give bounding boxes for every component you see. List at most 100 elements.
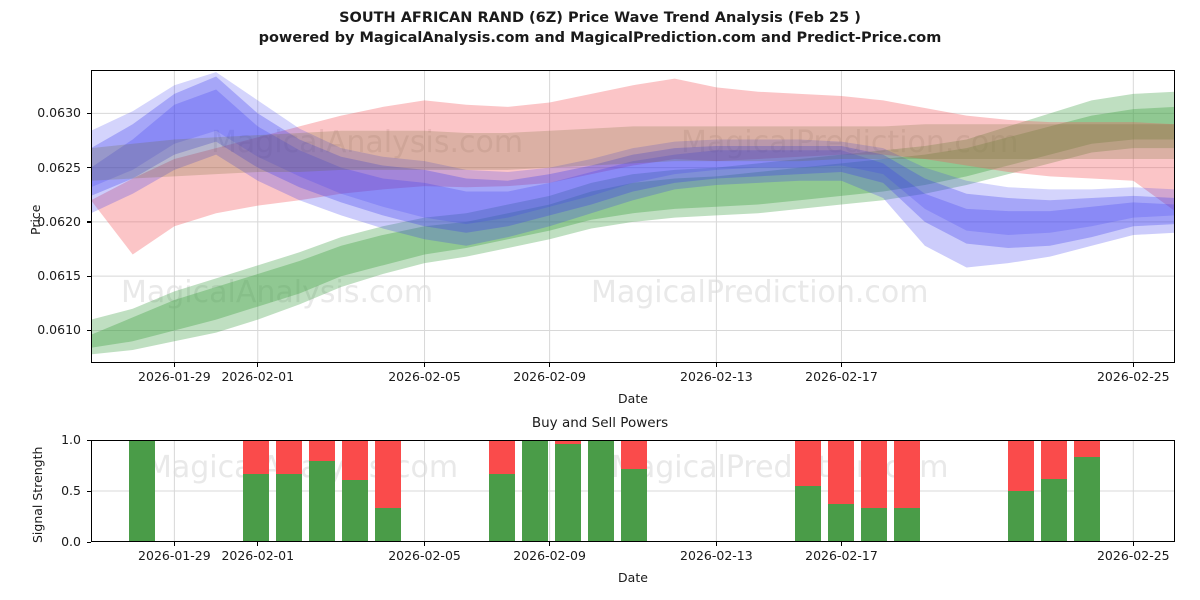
buy-power-segment	[588, 440, 614, 542]
price-y-tick-mark	[87, 112, 91, 115]
chart-title-block: SOUTH AFRICAN RAND (6Z) Price Wave Trend…	[0, 8, 1200, 48]
sell-power-segment	[489, 440, 515, 474]
sell-power-segment	[1008, 440, 1034, 491]
price-y-tick-label: 0.0610	[37, 322, 81, 338]
signal-bar[interactable]	[1041, 440, 1067, 542]
buy-power-segment	[555, 444, 581, 542]
price-x-tick-mark	[257, 363, 259, 367]
price-y-tick-label: 0.0615	[37, 268, 81, 284]
price-x-tick-mark	[173, 363, 176, 367]
signal-bar[interactable]	[276, 440, 302, 542]
buy-power-segment	[243, 473, 269, 542]
signal-bar[interactable]	[375, 440, 401, 542]
signal-bar[interactable]	[1008, 440, 1034, 542]
sell-power-segment	[243, 440, 269, 474]
signal-x-tick-label: 2026-02-05	[388, 548, 461, 563]
sell-power-segment	[342, 440, 368, 480]
signal-bar[interactable]	[828, 440, 854, 542]
signal-x-tick-label: 2026-02-01	[221, 548, 295, 563]
signal-x-tick-mark	[549, 542, 551, 546]
buy-power-segment	[489, 473, 515, 542]
signal-bar[interactable]	[795, 440, 821, 542]
buy-power-segment	[129, 440, 155, 542]
price-y-tick-label: 0.0620	[37, 213, 81, 229]
price-x-axis-title: Date	[618, 391, 648, 406]
sell-power-segment	[795, 440, 821, 486]
signal-bar[interactable]	[1074, 440, 1100, 542]
price-band-red-upper-band	[91, 78, 1175, 255]
price-x-tick-mark	[424, 363, 426, 367]
signal-x-tick-label: 2026-01-29	[138, 548, 211, 563]
signal-bar[interactable]	[588, 440, 614, 542]
price-x-tick-label: 2026-02-01	[221, 369, 295, 384]
sell-power-segment	[621, 440, 647, 469]
signal-plot-frame	[91, 440, 1175, 542]
page-title: SOUTH AFRICAN RAND (6Z) Price Wave Trend…	[339, 10, 861, 26]
signal-bar[interactable]	[621, 440, 647, 542]
buy-power-segment	[1074, 457, 1100, 542]
sell-power-segment	[1074, 440, 1100, 458]
price-y-tick-mark	[87, 221, 91, 223]
sell-power-segment	[894, 440, 920, 509]
sell-power-segment	[1041, 440, 1067, 479]
price-svg	[91, 70, 1175, 363]
price-x-tick-mark	[549, 363, 551, 367]
price-band-dark-overlay-band	[91, 124, 1175, 181]
buy-power-segment	[375, 508, 401, 542]
buy-power-segment	[342, 479, 368, 542]
signal-x-tick-label: 2026-02-25	[1096, 548, 1170, 563]
buy-power-segment	[828, 504, 854, 542]
price-plot-frame	[91, 70, 1175, 363]
signal-y-tick-label: 0.5	[61, 483, 81, 498]
price-x-tick-label: 2026-02-05	[388, 369, 461, 384]
sell-power-segment	[828, 440, 854, 505]
price-x-tick-label: 2026-02-09	[513, 369, 586, 384]
price-band-blue-wave-band-1	[91, 76, 1175, 248]
signal-x-tick-label: 2026-02-09	[513, 548, 586, 563]
buy-power-segment	[621, 468, 647, 542]
price-band-blue-wave-band-2	[91, 89, 1175, 268]
signal-bar[interactable]	[243, 440, 269, 542]
signal-x-tick-mark	[1132, 542, 1134, 546]
signal-bar[interactable]	[894, 440, 920, 542]
sell-power-segment	[861, 440, 887, 509]
buy-power-segment	[795, 485, 821, 542]
signal-y-tick-label: 0.0	[61, 534, 81, 549]
signal-bar[interactable]	[489, 440, 515, 542]
signal-bar[interactable]	[342, 440, 368, 542]
sell-power-segment	[309, 440, 335, 462]
price-y-tick-label: 0.0630	[37, 105, 81, 121]
price-y-axis-title: Price	[28, 204, 43, 235]
signal-y-axis-title: Signal Strength	[30, 446, 45, 543]
price-x-tick-mark	[715, 363, 718, 367]
signal-bar[interactable]	[861, 440, 887, 542]
signal-y-tick-mark	[87, 541, 91, 543]
price-y-tick-mark	[87, 275, 91, 277]
signal-bar[interactable]	[309, 440, 335, 542]
signal-chart-title: Buy and Sell Powers	[531, 415, 669, 431]
signal-y-tick-mark	[87, 439, 91, 441]
signal-bar[interactable]	[555, 440, 581, 542]
signal-y-tick-mark	[87, 490, 91, 492]
price-x-tick-label: 2026-01-29	[138, 369, 211, 384]
signal-x-tick-mark	[840, 542, 843, 546]
signal-bar[interactable]	[129, 440, 155, 542]
buy-power-segment	[309, 461, 335, 542]
signal-x-tick-mark	[715, 542, 718, 546]
price-y-tick-label: 0.0625	[37, 159, 81, 175]
signal-x-tick-mark	[257, 542, 259, 546]
buy-sell-powers-chart: MagicalAnalysis.com MagicalPrediction.com	[91, 439, 1175, 543]
signal-x-axis-title: Date	[618, 570, 648, 585]
signal-x-tick-mark	[173, 542, 176, 546]
buy-power-segment	[894, 508, 920, 542]
price-x-tick-label: 2026-02-13	[680, 369, 753, 384]
signal-bar[interactable]	[522, 440, 548, 542]
signal-x-tick-label: 2026-02-17	[805, 548, 878, 563]
price-x-tick-mark	[1132, 363, 1134, 367]
price-band-green-inner-band	[91, 106, 1175, 348]
buy-power-segment	[522, 440, 548, 542]
signal-x-tick-mark	[424, 542, 426, 546]
sell-power-segment	[276, 440, 302, 474]
price-y-tick-mark	[87, 329, 91, 332]
buy-power-segment	[276, 473, 302, 542]
